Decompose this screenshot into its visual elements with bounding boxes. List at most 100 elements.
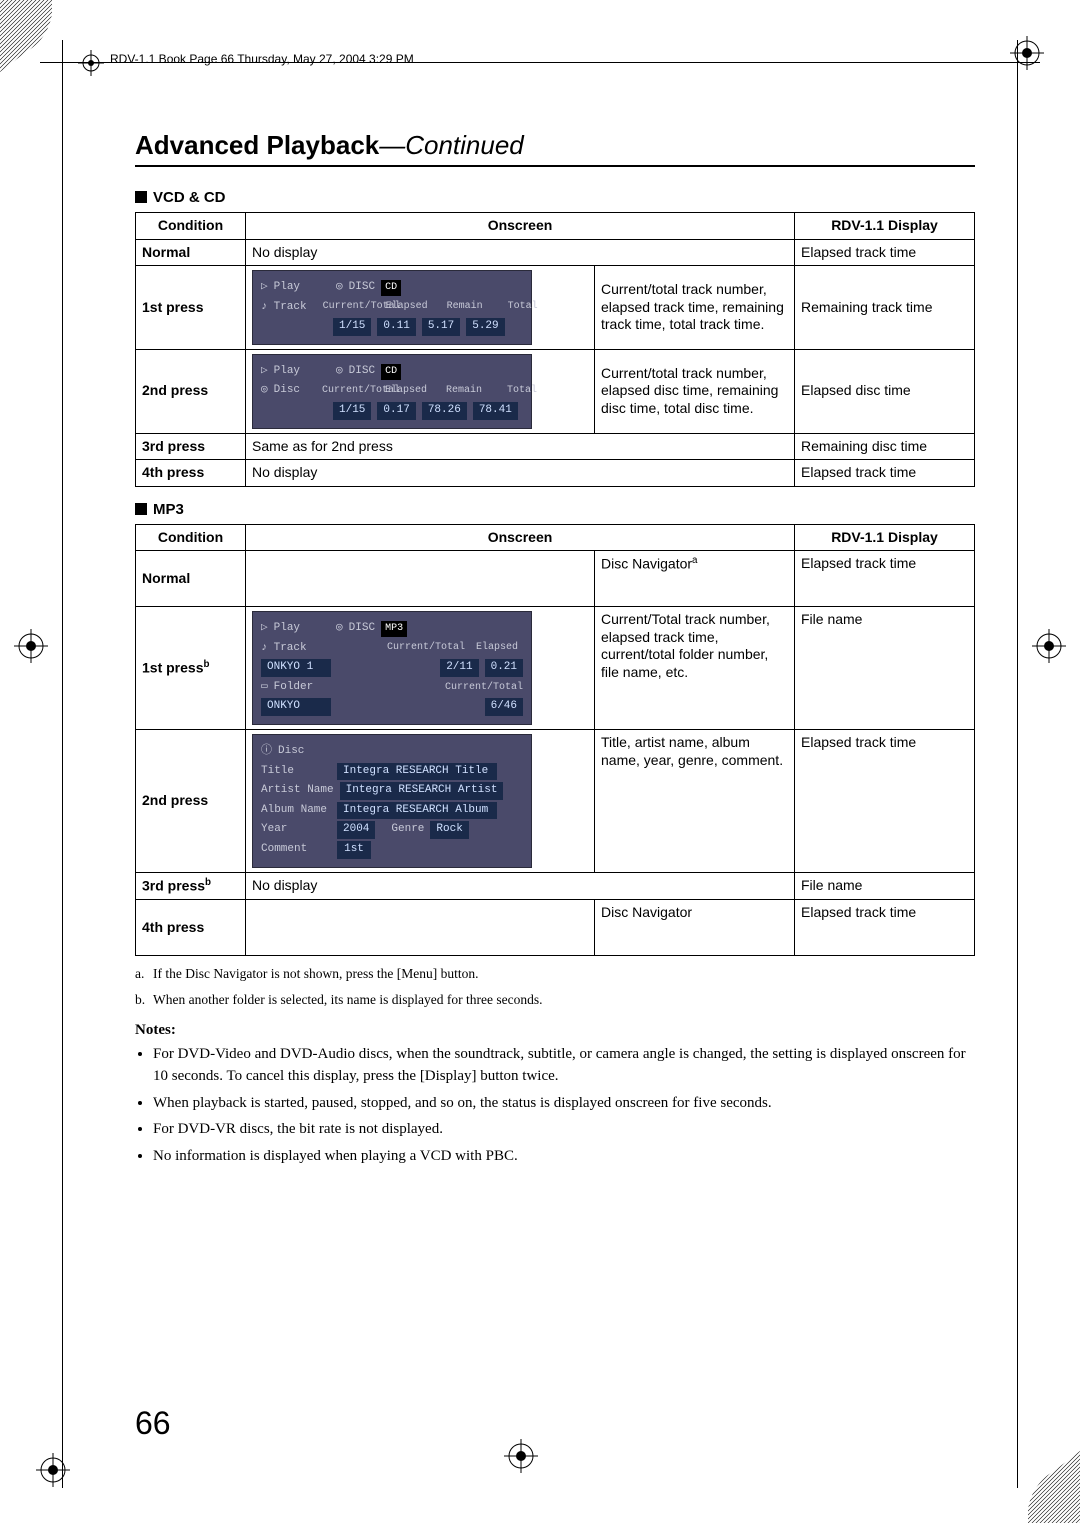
table-row: 1st press ▷Play ◎DISC CD ♪Track Current/… xyxy=(136,266,975,350)
list-item: For DVD-Video and DVD-Audio discs, when … xyxy=(153,1043,975,1088)
osd-hdr: Current/Total xyxy=(322,383,374,399)
osd-field-label: Title xyxy=(261,763,331,781)
osd-hdr: Elapsed xyxy=(381,299,433,315)
note-icon: ♪ xyxy=(261,640,268,658)
notes-list: For DVD-Video and DVD-Audio discs, when … xyxy=(135,1043,975,1168)
th-condition: Condition xyxy=(136,524,246,551)
cell-osd-panel: ⓘDisc TitleIntegra RESEARCH Title Artist… xyxy=(246,730,595,873)
registration-target-top-right xyxy=(1010,36,1044,75)
osd-value: 5.29 xyxy=(466,318,504,336)
table-row: Normal Disc Navigatora Elapsed track tim… xyxy=(136,551,975,607)
cell-display: Elapsed track time xyxy=(795,239,975,266)
subhead-vcd: VCD & CD xyxy=(135,189,975,206)
osd-value: Integra RESEARCH Title xyxy=(337,763,497,781)
registration-target-top xyxy=(78,50,104,81)
page-content: Advanced Playback—Continued VCD & CD Con… xyxy=(135,130,975,1171)
osd-value: Rock xyxy=(430,821,468,839)
table-row: 2nd press ▷Play ◎DISC CD ◎Disc Current/T… xyxy=(136,349,975,433)
osd-value: Integra RESEARCH Artist xyxy=(340,782,504,800)
subhead-mp3-text: MP3 xyxy=(153,501,184,518)
osd-field-label: Year xyxy=(261,821,331,839)
disc-icon: ◎ xyxy=(336,620,343,638)
cell-condition: 4th press xyxy=(136,899,246,955)
osd-track-label: Track xyxy=(274,640,307,658)
cell-condition: 1st pressb xyxy=(136,607,246,730)
table-row: 2nd press ⓘDisc TitleIntegra RESEARCH Ti… xyxy=(136,730,975,873)
cell-condition: 3rd press xyxy=(136,433,246,460)
cell-display: Elapsed disc time xyxy=(795,349,975,433)
cell-description: Current/Total track number, elapsed trac… xyxy=(595,607,795,730)
cell-condition: Normal xyxy=(136,239,246,266)
cell-display: Elapsed track time xyxy=(795,899,975,955)
table-row: 3rd pressb No display File name xyxy=(136,872,975,899)
square-bullet-icon xyxy=(135,503,147,515)
registration-target-left xyxy=(14,629,48,668)
cell-display: Elapsed track time xyxy=(795,730,975,873)
osd-value: Integra RESEARCH Album xyxy=(337,802,497,820)
osd-value: 2/11 xyxy=(440,659,478,677)
osd-field-label: Genre xyxy=(391,821,424,839)
osd-value: ONKYO xyxy=(261,698,331,716)
th-display: RDV-1.1 Display xyxy=(795,213,975,240)
osd-track-label: Track xyxy=(274,299,307,317)
osd-value: 2004 xyxy=(337,821,375,839)
osd-value: 1/15 xyxy=(333,402,371,420)
cell-onscreen: Same as for 2nd press xyxy=(246,433,795,460)
table-row: Normal No display Elapsed track time xyxy=(136,239,975,266)
th-display: RDV-1.1 Display xyxy=(795,524,975,551)
osd-field-label: Artist Name xyxy=(261,782,334,800)
th-onscreen: Onscreen xyxy=(246,213,795,240)
footnote-text: When another folder is selected, its nam… xyxy=(153,992,543,1007)
osd-hdr: Remain xyxy=(439,299,491,315)
footnote-b: b.When another folder is selected, its n… xyxy=(135,992,975,1008)
osd-value: 5.17 xyxy=(422,318,460,336)
table-row: 4th press No display Elapsed track time xyxy=(136,460,975,487)
cell-desc-text: Disc Navigator xyxy=(601,556,692,572)
osd-play-label: Play xyxy=(274,620,300,638)
cell-osd-panel: ▷Play ◎DISC CD ◎Disc Current/Total Elaps… xyxy=(246,349,595,433)
osd-disc-label: DISC xyxy=(349,620,375,638)
osd-format-tag: CD xyxy=(381,280,401,296)
osd-play-label: Play xyxy=(274,363,300,381)
disc-icon: ◎ xyxy=(261,382,268,400)
page-number: 66 xyxy=(135,1405,171,1442)
osd-field-label: Album Name xyxy=(261,802,331,820)
cell-description: Current/total track number, elapsed trac… xyxy=(595,266,795,350)
osd-hdr: Current/Total xyxy=(445,680,523,696)
cell-display: Remaining disc time xyxy=(795,433,975,460)
osd-play-label: Play xyxy=(274,279,300,297)
osd-disc-label: Disc xyxy=(278,743,304,761)
cell-condition: Normal xyxy=(136,551,246,607)
osd-panel-mp3-2: ⓘDisc TitleIntegra RESEARCH Title Artist… xyxy=(252,734,532,868)
osd-value: 6/46 xyxy=(485,698,523,716)
crop-line-left xyxy=(62,40,63,1488)
page-title: Advanced Playback—Continued xyxy=(135,130,975,161)
cond-text: 1st press xyxy=(142,660,203,676)
cell-condition: 4th press xyxy=(136,460,246,487)
registration-target-bottom-left xyxy=(36,1453,70,1492)
disc-icon: ◎ xyxy=(336,279,343,297)
footnote-label: a. xyxy=(135,966,153,982)
cell-description: Current/total track number, elapsed disc… xyxy=(595,349,795,433)
cell-condition: 2nd press xyxy=(136,349,246,433)
cell-description: Title, artist name, album name, year, ge… xyxy=(595,730,795,873)
hatch-corner-bottom-right xyxy=(1028,1451,1080,1528)
th-condition: Condition xyxy=(136,213,246,240)
footnote-ref: b xyxy=(205,877,211,888)
list-item: When playback is started, paused, stoppe… xyxy=(153,1092,975,1115)
cell-display: Remaining track time xyxy=(795,266,975,350)
list-item: No information is displayed when playing… xyxy=(153,1145,975,1168)
osd-value: 1/15 xyxy=(333,318,371,336)
notes-heading: Notes: xyxy=(135,1022,975,1039)
cell-onscreen: No display xyxy=(246,460,795,487)
osd-disc-label: DISC xyxy=(349,363,375,381)
osd-value: 0.17 xyxy=(377,402,415,420)
osd-disc-label: DISC xyxy=(349,279,375,297)
folder-icon: ▭ xyxy=(261,679,268,697)
cell-display: File name xyxy=(795,872,975,899)
table-row: 1st pressb ▷Play ◎DISC MP3 ♪Track Curren… xyxy=(136,607,975,730)
osd-format-tag: MP3 xyxy=(381,621,407,637)
play-icon: ▷ xyxy=(261,363,268,381)
footnote-ref: a xyxy=(692,555,697,566)
osd-hdr: Elapsed xyxy=(471,640,523,656)
